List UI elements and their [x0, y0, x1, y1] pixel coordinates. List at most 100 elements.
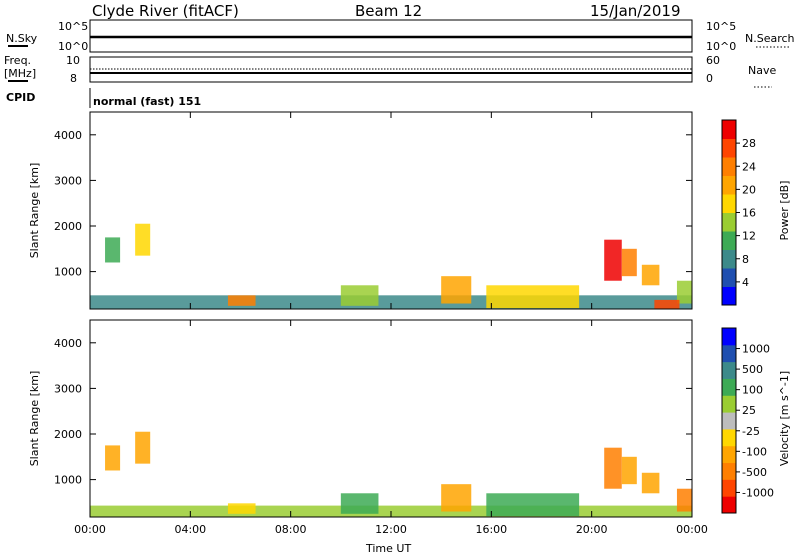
y-axis-label: Slant Range [km] [28, 371, 41, 467]
colorbar-swatch [722, 344, 736, 363]
colorbar-tick-label: -500 [742, 466, 767, 479]
plot-frame [89, 111, 693, 310]
y-tick-label: 1000 [54, 266, 82, 279]
y-tick-label: 4000 [54, 129, 82, 142]
nsky-tick-top: 10^5 [58, 20, 88, 33]
data-cell-velocity-5 [441, 484, 472, 512]
colorbar-tick-label: 24 [742, 160, 756, 173]
y-tick-label: 2000 [54, 220, 82, 233]
colorbar-tick-label: 12 [742, 230, 756, 243]
y-tick-label: 1000 [54, 474, 82, 487]
colorbar-swatch [722, 361, 736, 379]
cpid-text: normal (fast) 151 [93, 95, 201, 108]
colorbar-tick-label: 1000 [742, 343, 770, 356]
data-cell-power-9 [641, 264, 660, 286]
colorbar-tick-label: 500 [742, 363, 763, 376]
colorbar-swatch [722, 120, 736, 139]
data-cell-velocity-0 [105, 445, 121, 471]
data-cell-power-7 [604, 239, 622, 281]
data-cell-power-10 [676, 280, 692, 304]
cpid-label: CPID [6, 91, 35, 104]
colorbar-swatch [722, 194, 736, 213]
data-cell-power-5 [441, 276, 472, 304]
data-cell-velocity-7 [604, 447, 622, 489]
colorbar-tick-label: 16 [742, 207, 756, 220]
freq-unit-label: [MHz] [4, 67, 36, 80]
colorbar-swatch [722, 138, 736, 158]
data-cell-power-4 [340, 285, 379, 306]
colorbar-swatch [722, 231, 736, 250]
colorbar-swatch [722, 412, 736, 430]
colorbar-tick-label: 100 [742, 384, 763, 397]
data-cell-power-11 [654, 299, 680, 309]
data-cell-velocity-10 [676, 488, 692, 512]
freq-tick-top: 10 [66, 54, 80, 67]
data-cell-velocity-9 [641, 472, 660, 494]
power-panel: 1000 2000 3000 4000 Slant Range [km] 4 8 12 16 20… [28, 111, 791, 310]
colorbar-tick-label: -25 [742, 425, 760, 438]
data-cell-power-1 [135, 223, 151, 256]
x-tick-label: 04:00 [174, 523, 206, 536]
nave-label: Nave [748, 64, 776, 77]
colorbar-swatch [722, 249, 736, 269]
x-axis-label: Time UT [365, 542, 411, 554]
data-cell-velocity-6 [486, 493, 580, 517]
colorbar-swatch [722, 378, 736, 396]
colorbar-swatch [722, 212, 736, 232]
colorbar-swatch [722, 462, 736, 480]
data-cell-power-6 [486, 285, 580, 309]
data-cell-power-8 [621, 248, 637, 277]
colorbar-tick-label: 4 [742, 276, 749, 289]
x-tick-label: 00:00 [676, 523, 708, 536]
x-tick-label: 12:00 [375, 523, 407, 536]
colorbar-swatch [722, 157, 736, 176]
colorbar-swatch [722, 445, 736, 464]
data-cell-power-3 [227, 295, 256, 306]
y-tick-label: 2000 [54, 428, 82, 441]
colorbar-label: Power [dB] [778, 181, 791, 241]
nsky-tick-bottom: 10^0 [58, 40, 88, 53]
freq-label: Freq. [4, 54, 31, 67]
colorbar-tick-label: 28 [742, 137, 756, 150]
colorbar-swatch [722, 395, 736, 413]
colorbar-tick-label: -1000 [742, 486, 774, 499]
y-axis-label: Slant Range [km] [28, 163, 41, 259]
velocity-panel: 1000 2000 3000 4000 00:00 04:00 08:00 12:00 16:0… [28, 319, 791, 536]
data-cell-velocity-1 [135, 431, 151, 464]
colorbar-tick-label: 8 [742, 253, 749, 266]
y-tick-label: 4000 [54, 337, 82, 350]
data-cell-velocity-4 [340, 493, 379, 514]
x-tick-label: 20:00 [576, 523, 608, 536]
nsky-label: N.Sky [6, 32, 38, 45]
colorbar-swatch [722, 286, 736, 306]
colorbar-swatch [722, 428, 736, 447]
y-tick-label: 3000 [54, 382, 82, 395]
colorbar-swatch [722, 479, 736, 497]
colorbar-frame [721, 327, 737, 514]
nsearch-label: N.Search [745, 32, 795, 45]
colorbar-tick-label: 20 [742, 183, 756, 196]
colorbar-tick-label: -100 [742, 445, 767, 458]
nsearch-tick-bottom: 10^0 [706, 40, 736, 53]
y-tick-label: 3000 [54, 174, 82, 187]
data-cell-velocity-8 [621, 456, 637, 485]
colorbar-swatch [722, 268, 736, 287]
nave-tick-bottom: 0 [706, 72, 713, 85]
data-cell-velocity-3 [227, 503, 256, 514]
colorbar-swatch [722, 496, 736, 514]
x-tick-label: 16:00 [475, 523, 507, 536]
freq-tick-bottom: 8 [70, 72, 77, 85]
x-tick-label: 08:00 [275, 523, 307, 536]
station-title: Clyde River (fitACF) [92, 2, 239, 20]
colorbar-tick-label: 25 [742, 404, 756, 417]
x-tick-label: 00:00 [74, 523, 106, 536]
nsearch-tick-top: 10^5 [706, 20, 736, 33]
plot-frame [89, 319, 693, 518]
data-cell-power-0 [105, 237, 121, 263]
colorbar-swatch [722, 328, 736, 346]
nave-tick-top: 60 [706, 54, 720, 67]
colorbar-label: Velocity [m s^-1] [778, 371, 791, 466]
colorbar-swatch [722, 175, 736, 195]
date-label: 15/Jan/2019 [590, 2, 681, 20]
